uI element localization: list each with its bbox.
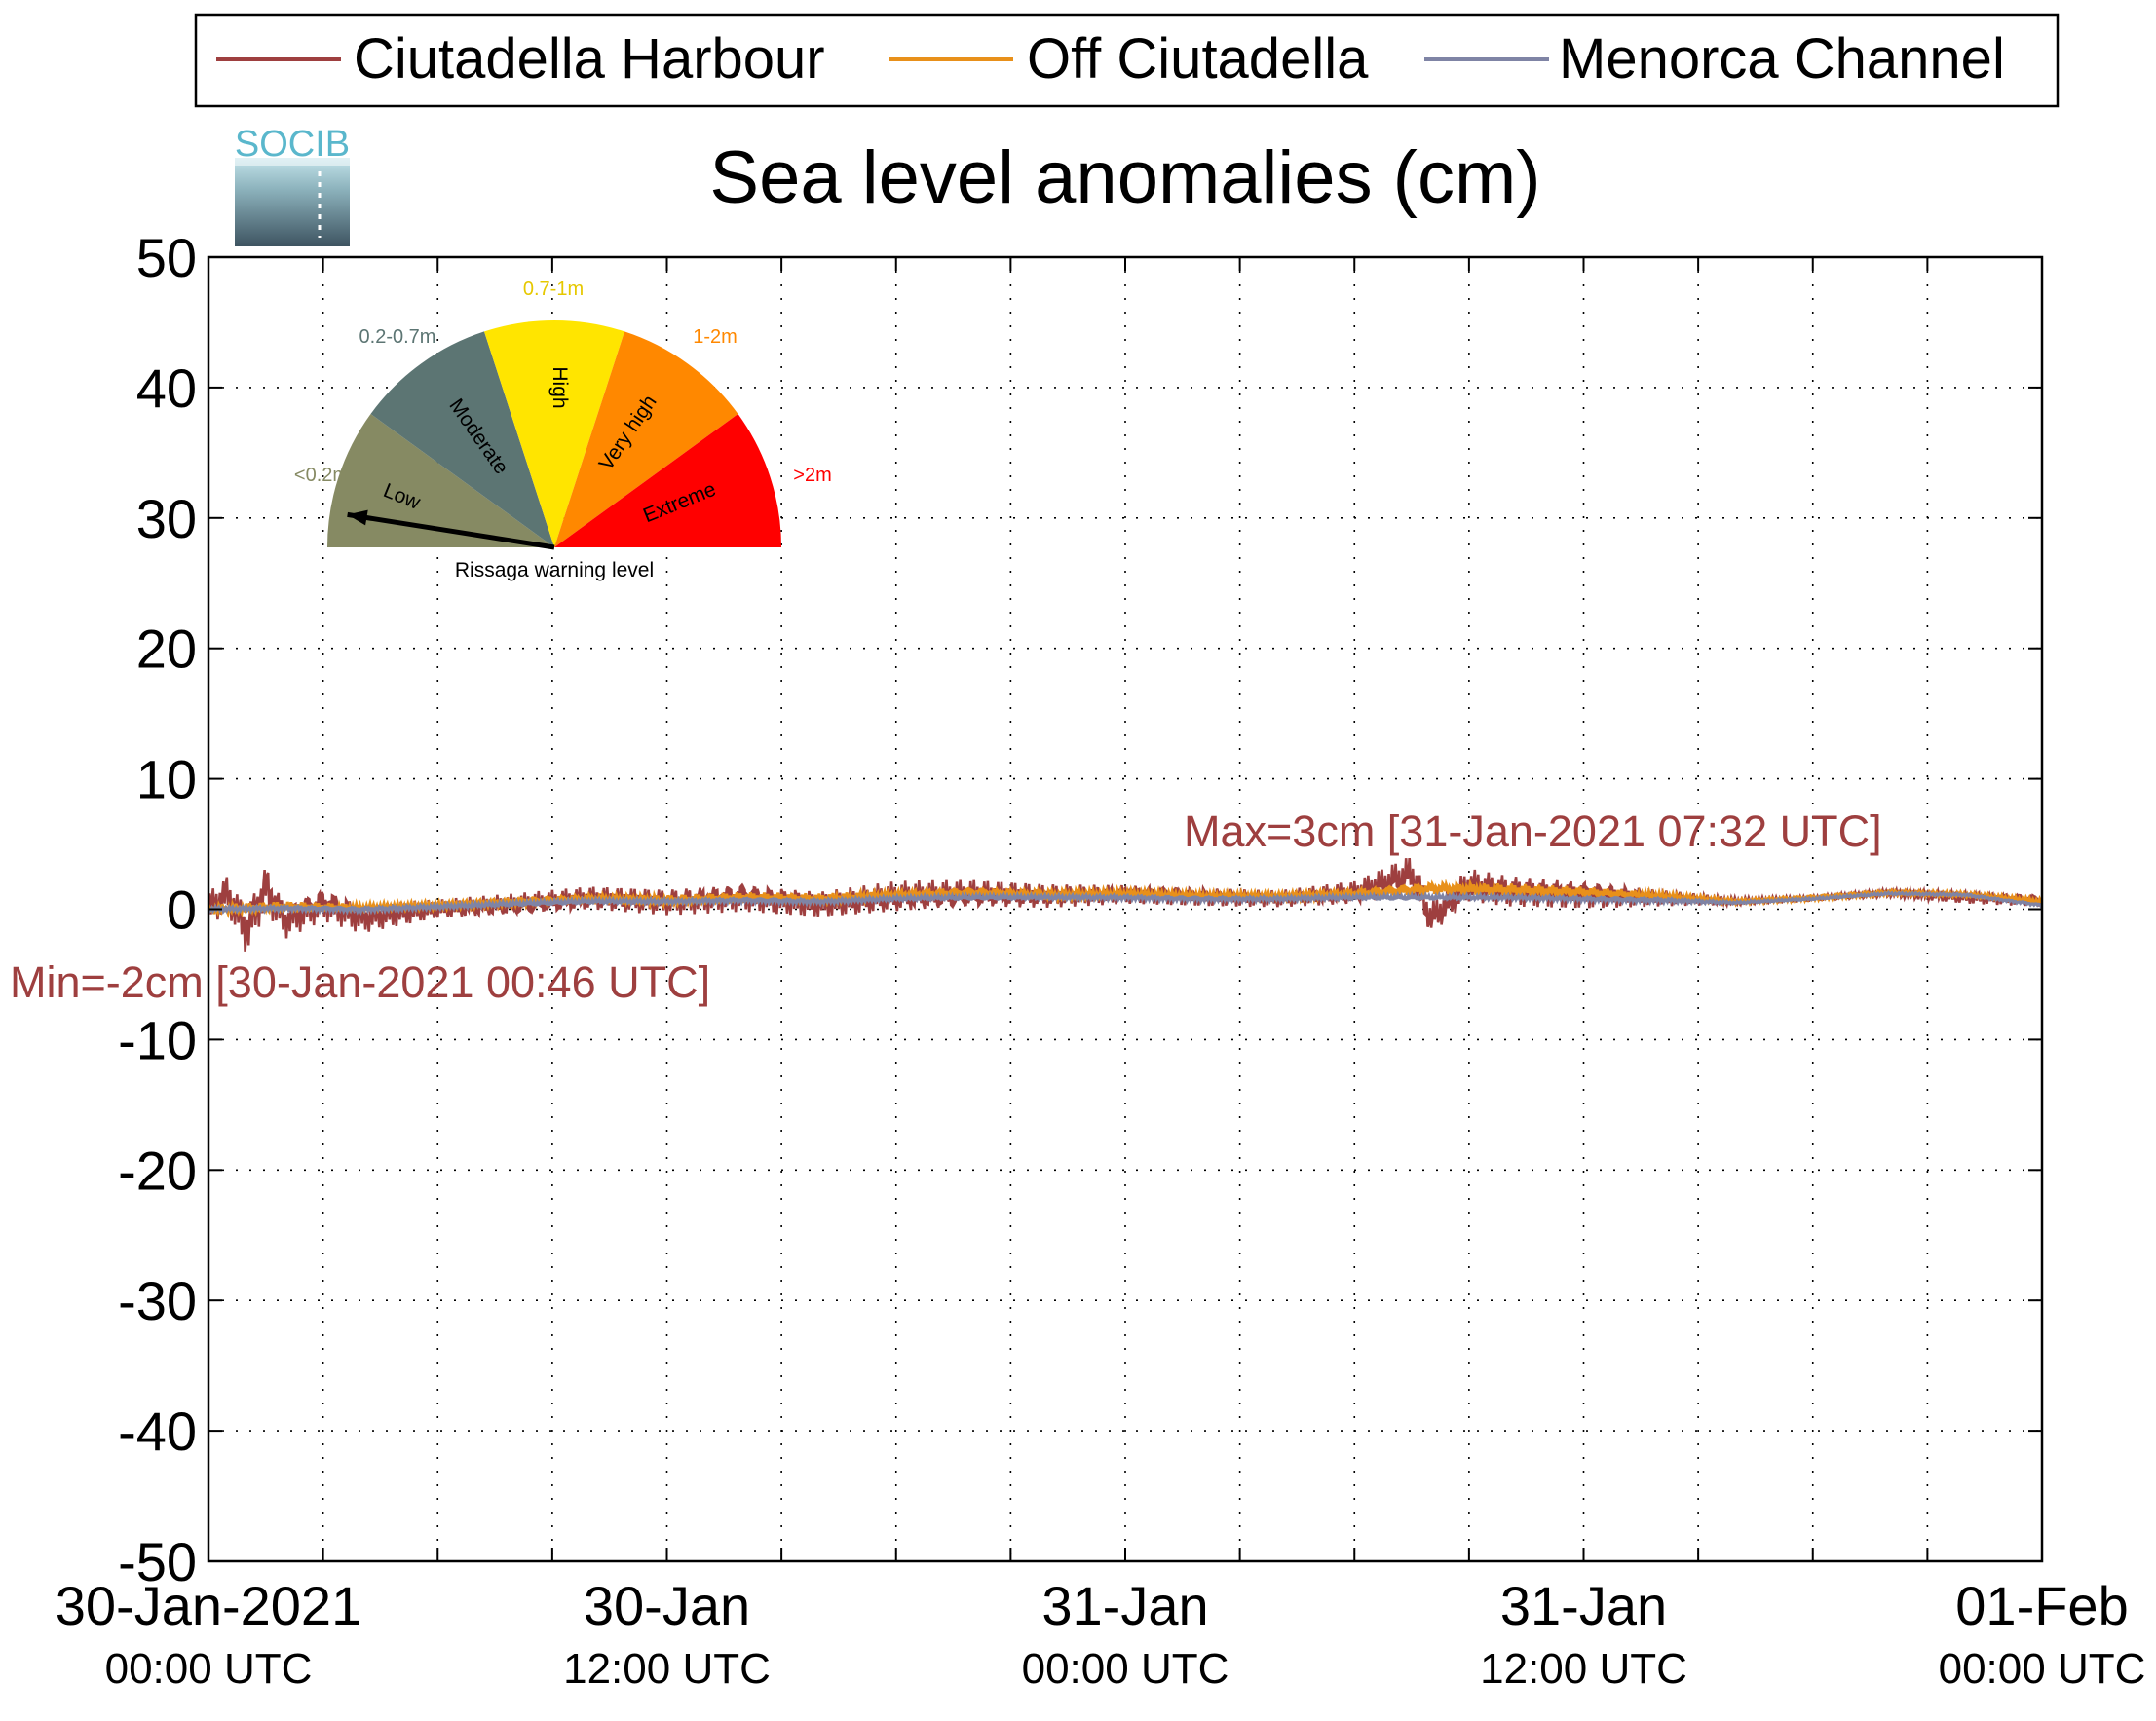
x-tick-label-date: 31-Jan	[1041, 1575, 1208, 1636]
gauge-needle	[347, 511, 555, 550]
gauge-range-label: 0.2-0.7m	[359, 326, 436, 348]
legend: Ciutadella Harbour Off Ciutadella Menorc…	[194, 13, 2060, 108]
gauge-range-label: 1-2m	[693, 326, 738, 348]
gauge-level-label: High	[548, 366, 571, 408]
series-line-menorca-channel	[208, 889, 2042, 917]
gauge-segment-high	[484, 319, 624, 547]
x-tick-label-date: 30-Jan-2021	[56, 1575, 361, 1636]
legend-label-ciutadella-harbour: Ciutadella Harbour	[354, 27, 825, 91]
socib-logo: SOCIB	[235, 124, 350, 246]
max-annotation: Max=3cm [31-Jan-2021 07:32 UTC]	[1184, 806, 1882, 856]
axis-ticks: -50 -40 -30 -20 -10 0 10 20 30 40 50 30-Jan-2021 00:…	[56, 227, 2146, 1693]
min-annotation: Min=-2cm [30-Jan-2021 00:46 UTC]	[10, 957, 710, 1007]
y-tick-label: 10	[136, 749, 197, 810]
gauge-range-label: 0.7-1m	[523, 279, 584, 300]
y-tick-label: 50	[136, 227, 197, 288]
gauge-segment-moderate	[370, 331, 554, 547]
y-tick-label: -50	[118, 1531, 197, 1592]
y-tick-label: -20	[118, 1140, 197, 1201]
chart-title: Sea level anomalies (cm)	[709, 136, 1540, 219]
legend-label-menorca-channel: Menorca Channel	[1559, 27, 2005, 91]
gauge-segment-low	[327, 414, 554, 547]
gauge-caption: Rissaga warning level	[455, 559, 654, 581]
x-tick-label-date: 30-Jan	[584, 1575, 750, 1636]
rissaga-gauge: <0.2mLow0.2-0.7mModerate0.7-1mHigh1-2mVe…	[294, 279, 832, 550]
y-tick-label: -10	[118, 1009, 197, 1070]
gauge-needle-head	[347, 509, 368, 526]
y-tick-label: 20	[136, 618, 197, 680]
y-tick-label: 30	[136, 488, 197, 549]
x-tick-label-time: 12:00 UTC	[1480, 1645, 1687, 1693]
x-tick-label-time: 00:00 UTC	[1022, 1645, 1229, 1693]
gauge-segment-extreme	[554, 414, 781, 547]
y-tick-label: -40	[118, 1401, 197, 1462]
logo-text: SOCIB	[235, 124, 350, 165]
gauge-range-label: <0.2m	[294, 465, 349, 486]
x-tick-label-time: 12:00 UTC	[563, 1645, 771, 1693]
series-layer	[208, 858, 2042, 952]
y-tick-label: 0	[167, 879, 197, 941]
x-tick-label-time: 00:00 UTC	[105, 1645, 313, 1693]
y-tick-label: 40	[136, 357, 197, 419]
gauge-segment-very-high	[554, 331, 738, 547]
x-tick-label-date: 01-Feb	[1955, 1575, 2128, 1636]
legend-box	[194, 13, 2060, 108]
legend-label-off-ciutadella: Off Ciutadella	[1027, 27, 1369, 91]
grid	[208, 257, 2042, 1561]
x-tick-label-date: 31-Jan	[1500, 1575, 1667, 1636]
y-tick-label: -30	[118, 1270, 197, 1331]
x-tick-label-time: 00:00 UTC	[1939, 1645, 2146, 1693]
gauge-range-label: >2m	[793, 465, 831, 486]
